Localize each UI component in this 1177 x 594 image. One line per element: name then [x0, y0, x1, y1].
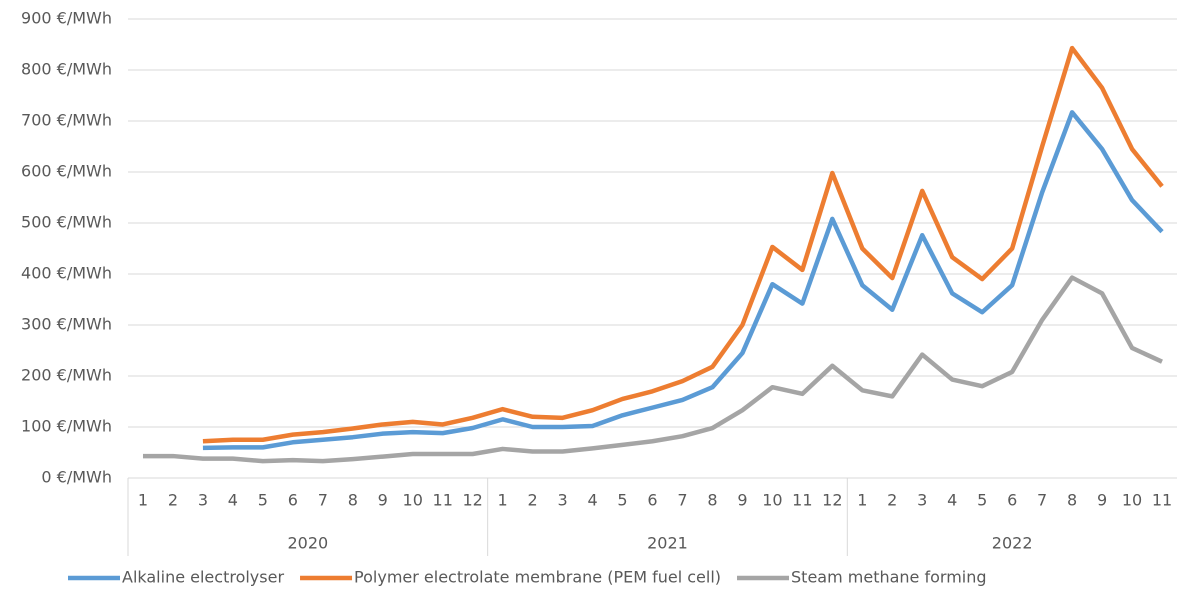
series-line: [142, 275, 1163, 464]
y-tick-label: 500 €/MWh: [21, 213, 112, 232]
x-tick-label: 10: [1122, 491, 1142, 510]
x-tick-label: 7: [1037, 491, 1047, 510]
y-tick-label: 800 €/MWh: [21, 60, 112, 79]
legend-label: Polymer electrolate membrane (PEM fuel c…: [354, 568, 721, 587]
x-tick-label: 9: [1097, 491, 1107, 510]
x-tick-label: 3: [198, 491, 208, 510]
x-tick-label: 7: [318, 491, 328, 510]
x-tick-label: 6: [647, 491, 657, 510]
x-tick-label: 8: [1067, 491, 1077, 510]
series-line: [202, 45, 1164, 444]
x-tick-label: 2: [887, 491, 897, 510]
x-tick-label: 5: [617, 491, 627, 510]
legend-label: Steam methane forming: [791, 568, 987, 587]
x-tick-label: 3: [917, 491, 927, 510]
x-group-label: 2020: [287, 534, 328, 553]
x-tick-label: 11: [433, 491, 453, 510]
x-tick-label: 5: [977, 491, 987, 510]
y-tick-label: 100 €/MWh: [21, 417, 112, 436]
x-tick-label: 4: [947, 491, 957, 510]
x-tick-label: 5: [258, 491, 268, 510]
x-tick-label: 10: [403, 491, 423, 510]
y-tick-label: 300 €/MWh: [21, 315, 112, 334]
x-tick-label: 9: [378, 491, 388, 510]
x-tick-label: 1: [857, 491, 867, 510]
x-tick-label: 2: [528, 491, 538, 510]
x-group-label: 2022: [992, 534, 1033, 553]
x-tick-label: 3: [557, 491, 567, 510]
series-line: [202, 110, 1164, 451]
x-tick-label: 7: [677, 491, 687, 510]
y-tick-label: 0 €/MWh: [41, 468, 112, 487]
y-tick-label: 900 €/MWh: [21, 9, 112, 28]
x-tick-label: 1: [138, 491, 148, 510]
x-tick-label: 4: [587, 491, 597, 510]
x-tick-label: 9: [737, 491, 747, 510]
x-group-label: 2021: [647, 534, 688, 553]
x-tick-label: 12: [462, 491, 482, 510]
y-tick-label: 400 €/MWh: [21, 264, 112, 283]
x-tick-label: 11: [792, 491, 812, 510]
x-tick-label: 12: [822, 491, 842, 510]
y-tick-label: 700 €/MWh: [21, 111, 112, 130]
x-tick-label: 2: [168, 491, 178, 510]
x-tick-label: 4: [228, 491, 238, 510]
y-tick-label: 600 €/MWh: [21, 162, 112, 181]
y-tick-label: 200 €/MWh: [21, 366, 112, 385]
x-tick-label: 8: [348, 491, 358, 510]
x-tick-label: 6: [288, 491, 298, 510]
x-tick-label: 1: [498, 491, 508, 510]
x-tick-label: 11: [1152, 491, 1172, 510]
x-tick-label: 10: [762, 491, 782, 510]
x-tick-label: 8: [707, 491, 717, 510]
x-tick-label: 6: [1007, 491, 1017, 510]
legend-label: Alkaline electrolyser: [122, 568, 284, 587]
